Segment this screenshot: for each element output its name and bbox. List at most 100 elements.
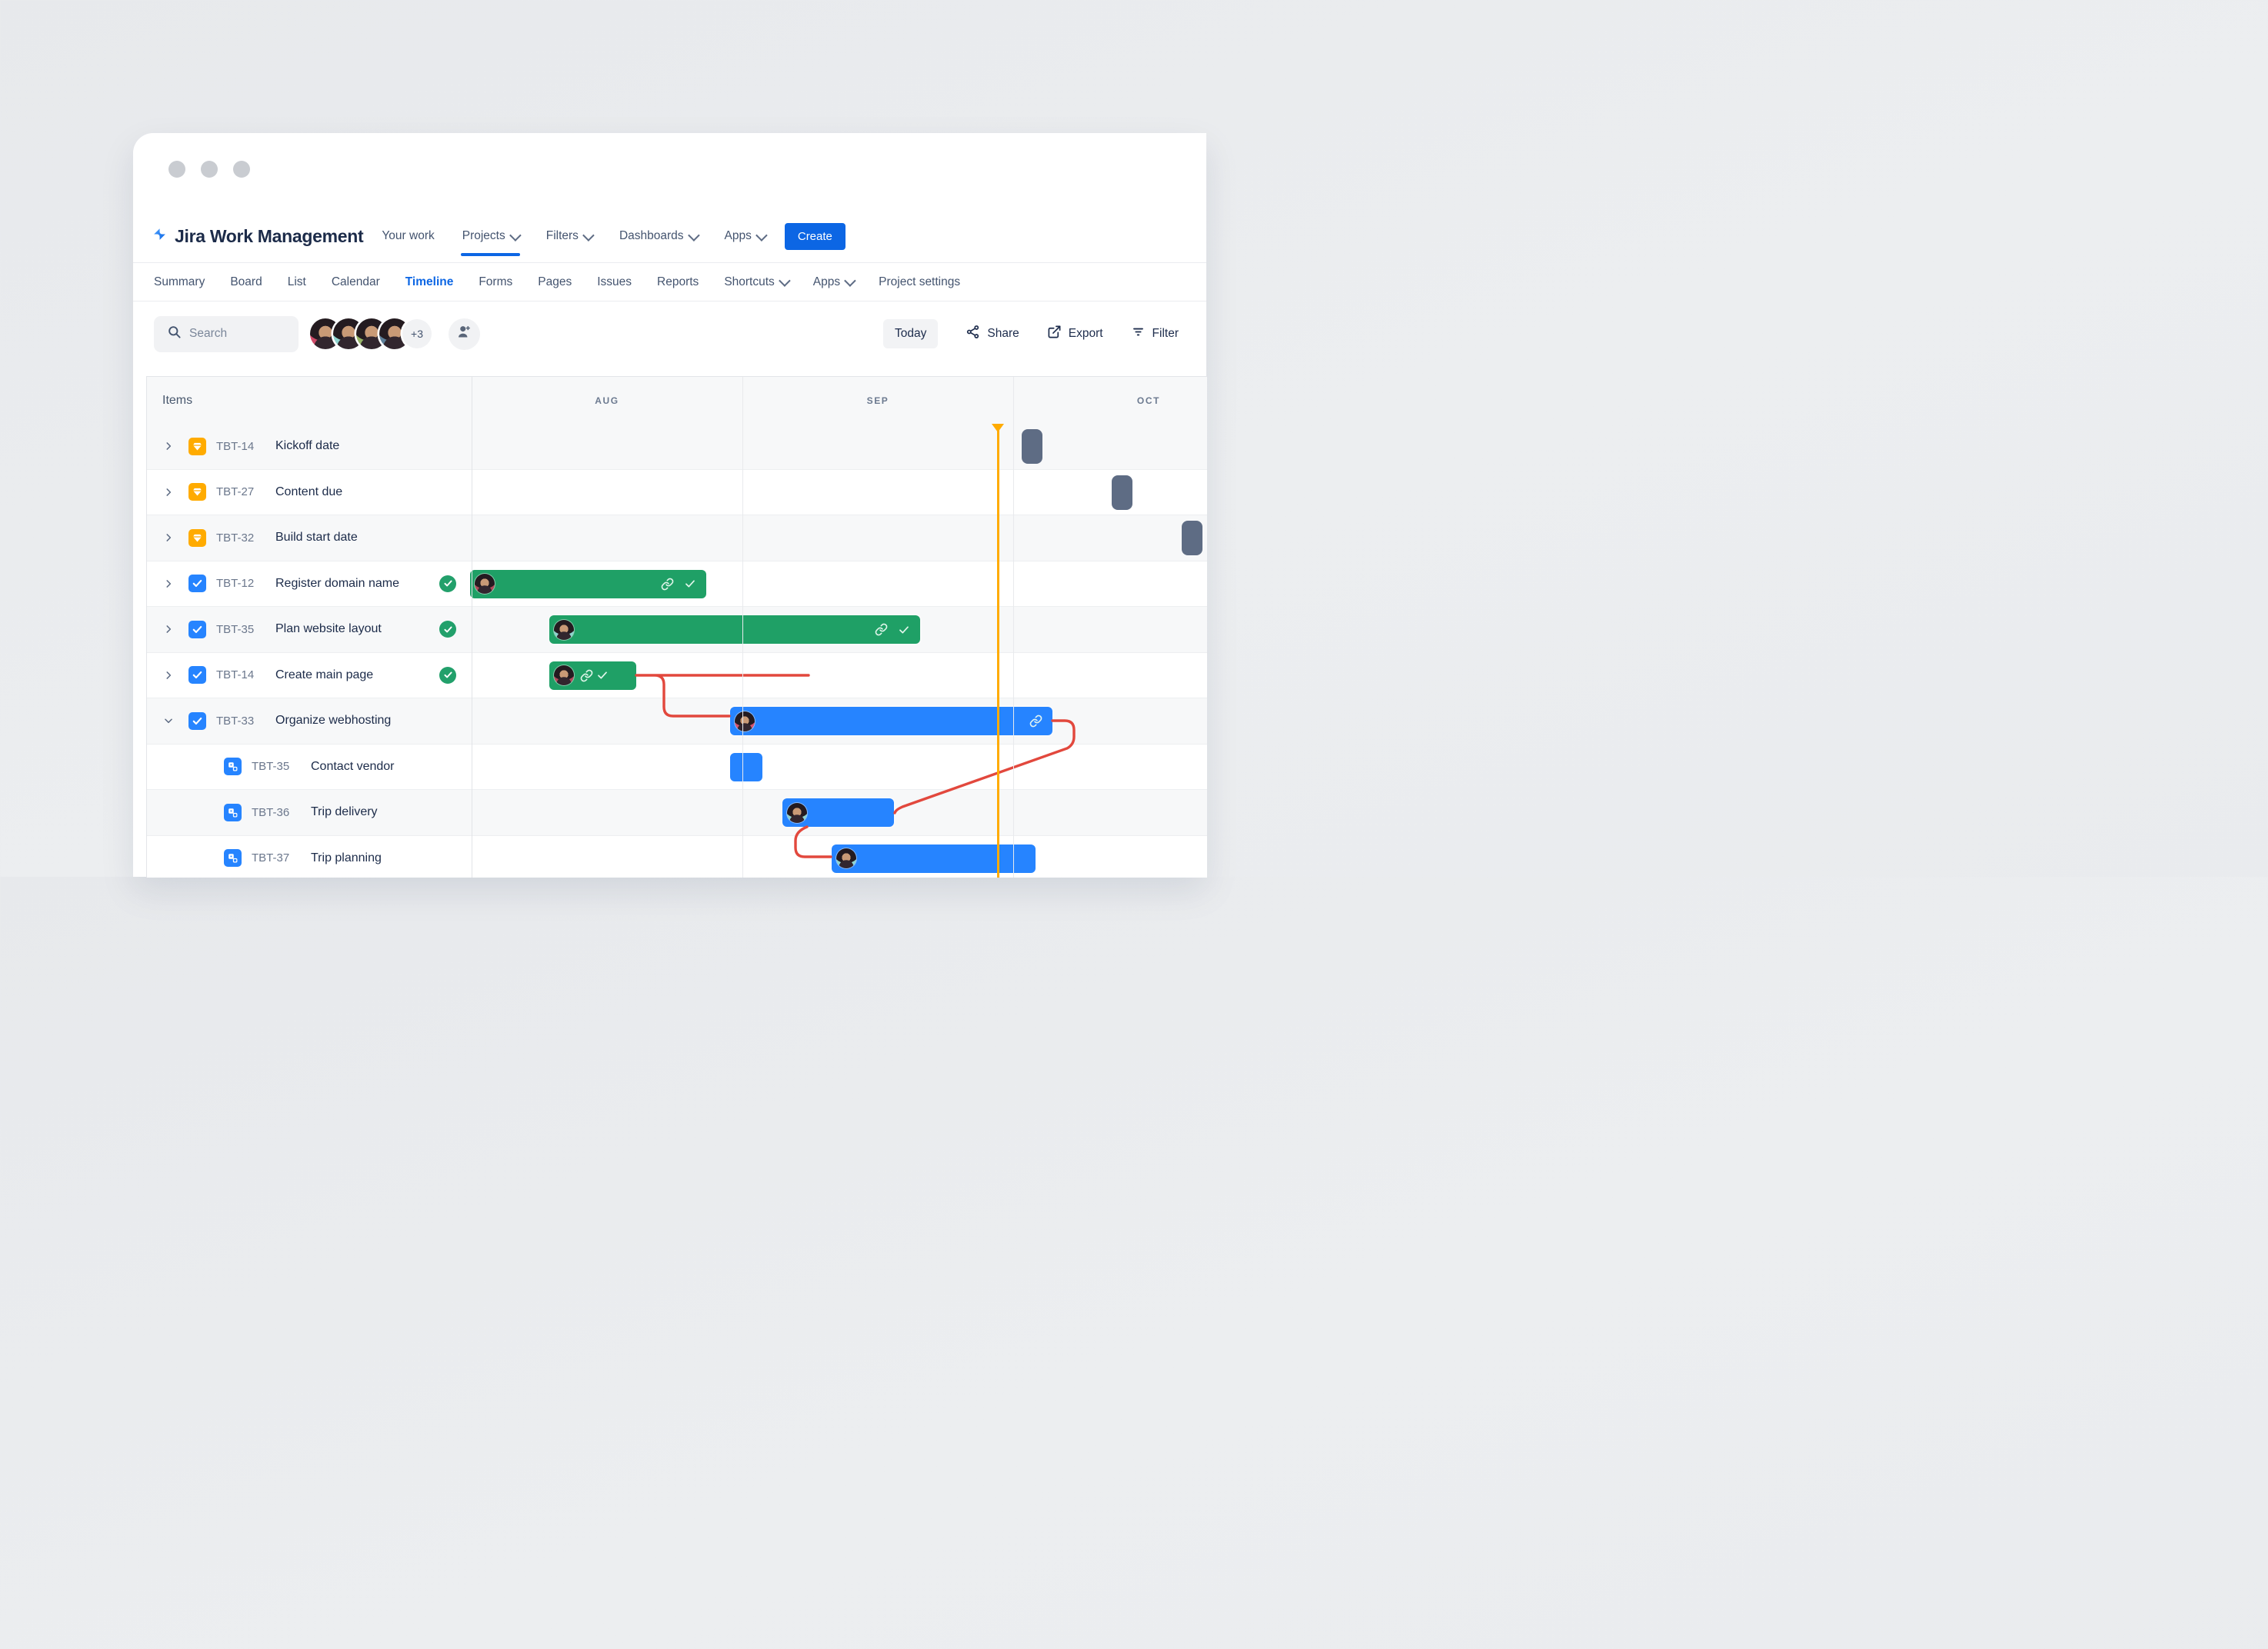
chevron-right-icon[interactable] [161, 670, 176, 681]
column-gridline [742, 377, 743, 878]
issue-key[interactable]: TBT-35 [252, 760, 290, 774]
row-left-cell: TBT-14 Kickoff date [147, 424, 472, 469]
gantt-bar[interactable] [730, 752, 762, 781]
milestone-marker[interactable] [1112, 475, 1132, 510]
gantt-bar[interactable] [832, 844, 1036, 873]
tab-timeline[interactable]: Timeline [405, 275, 454, 289]
row-left-cell: TBT-14 Create main page [147, 653, 472, 698]
timeline-row: TBT-36 Trip delivery [147, 790, 1207, 836]
issue-key[interactable]: TBT-33 [216, 714, 255, 728]
gantt-bar[interactable] [730, 707, 1052, 735]
issue-key[interactable]: TBT-32 [216, 531, 255, 545]
tab-label: Calendar [331, 275, 380, 288]
check-icon [898, 624, 910, 636]
topnav-item-dashboards[interactable]: Dashboards [619, 228, 700, 243]
chevron-right-icon[interactable] [161, 487, 176, 498]
issue-summary[interactable]: Trip planning [311, 851, 382, 864]
topnav-item-label: Apps [724, 229, 752, 242]
avatar-4[interactable] [379, 318, 410, 349]
assignee-avatar [554, 665, 574, 685]
issue-summary[interactable]: Trip delivery [311, 805, 378, 819]
issue-key[interactable]: TBT-14 [216, 439, 255, 453]
timeline-row: TBT-35 Contact vendor [147, 744, 1207, 790]
task-icon [188, 575, 206, 593]
issue-key[interactable]: TBT-14 [216, 668, 255, 682]
tab-reports[interactable]: Reports [657, 275, 699, 289]
tab-label: Reports [657, 275, 699, 288]
add-person-icon [456, 324, 472, 344]
today-button[interactable]: Today [882, 319, 939, 348]
issue-key[interactable]: TBT-36 [252, 805, 290, 819]
topnav-item-filters[interactable]: Filters [546, 228, 595, 243]
chevron-down-icon[interactable] [161, 715, 176, 726]
export-button[interactable]: Export [1047, 325, 1103, 343]
gantt-bar[interactable] [549, 615, 920, 644]
row-left-cell: TBT-12 Register domain name [147, 561, 472, 607]
tab-calendar[interactable]: Calendar [332, 275, 380, 289]
jira-logo[interactable]: Jira Work Management [152, 225, 364, 247]
row-left-cell: TBT-35 Plan website layout [147, 607, 472, 652]
tab-pages[interactable]: Pages [538, 275, 572, 289]
issue-summary[interactable]: Create main page [275, 668, 374, 681]
issue-summary[interactable]: Kickoff date [275, 439, 340, 453]
topnav-item-apps[interactable]: Apps [724, 228, 768, 243]
gantt-bar[interactable] [782, 798, 894, 827]
tab-board[interactable]: Board [230, 275, 262, 289]
chevron-right-icon[interactable] [161, 532, 176, 543]
tab-summary[interactable]: Summary [154, 275, 205, 289]
window-dot[interactable] [233, 161, 250, 178]
tab-project-settings[interactable]: Project settings [879, 275, 960, 289]
chevron-right-icon[interactable] [161, 441, 176, 451]
issue-summary[interactable]: Contact vendor [311, 759, 395, 773]
tab-label: List [287, 275, 306, 288]
window-dot[interactable] [168, 161, 185, 178]
issue-key[interactable]: TBT-12 [216, 577, 255, 591]
assignee-avatar [554, 619, 574, 640]
assignee-avatar [787, 802, 807, 823]
app-title: Jira Work Management [175, 225, 364, 246]
gantt-bar[interactable] [549, 661, 636, 690]
topnav-item-your-work[interactable]: Your work [382, 229, 434, 243]
issue-summary[interactable]: Organize webhosting [275, 714, 392, 728]
check-icon [596, 669, 609, 681]
month-label-aug: AUG [595, 395, 619, 406]
chevron-right-icon[interactable] [161, 624, 176, 635]
issue-key[interactable]: TBT-37 [252, 851, 290, 865]
month-label-sep: SEP [866, 395, 889, 406]
issue-summary[interactable]: Content due [275, 485, 343, 498]
topnav-item-projects[interactable]: Projects [460, 228, 522, 256]
issue-summary[interactable]: Plan website layout [275, 622, 382, 636]
filter-button[interactable]: Filter [1131, 325, 1179, 343]
export-icon [1047, 325, 1062, 343]
row-left-cell: TBT-33 Organize webhosting [147, 698, 472, 744]
toolbar-actions: Today Share Export Filter [882, 319, 1179, 348]
window-dot[interactable] [201, 161, 218, 178]
share-button[interactable]: Share [966, 325, 1019, 343]
issue-key[interactable]: TBT-27 [216, 485, 255, 499]
app-window: Jira Work Management Your work Projects Fi… [133, 133, 1207, 878]
add-people-button[interactable] [449, 318, 480, 350]
avatar-overflow-badge[interactable]: +3 [402, 319, 432, 348]
tab-issues[interactable]: Issues [597, 275, 632, 289]
tab-apps[interactable]: Apps [812, 275, 856, 289]
task-icon [188, 620, 206, 638]
chevron-right-icon[interactable] [161, 578, 176, 589]
tab-label: Summary [154, 275, 205, 288]
issue-summary[interactable]: Register domain name [275, 576, 399, 590]
create-button[interactable]: Create [784, 222, 845, 250]
gantt-bar[interactable] [470, 569, 706, 598]
screenshot-stage: Jira Work Management Your work Projects Fi… [0, 0, 1207, 878]
issue-summary[interactable]: Build start date [275, 531, 358, 545]
link-icon [875, 623, 888, 636]
row-left-cell: TBT-27 Content due [147, 470, 472, 515]
milestone-marker[interactable] [1182, 521, 1202, 555]
tab-shortcuts[interactable]: Shortcuts [724, 275, 791, 289]
search-input[interactable]: Search [154, 315, 299, 352]
milestone-marker[interactable] [1022, 429, 1042, 464]
tab-forms[interactable]: Forms [479, 275, 512, 289]
issue-key[interactable]: TBT-35 [216, 622, 255, 636]
project-tabs: Summary Board List Calendar Timeline Forms Pag… [154, 263, 1206, 301]
tab-label: Apps [812, 275, 841, 288]
tab-list[interactable]: List [288, 275, 306, 289]
timeline-row: TBT-27 Content due [147, 469, 1207, 515]
